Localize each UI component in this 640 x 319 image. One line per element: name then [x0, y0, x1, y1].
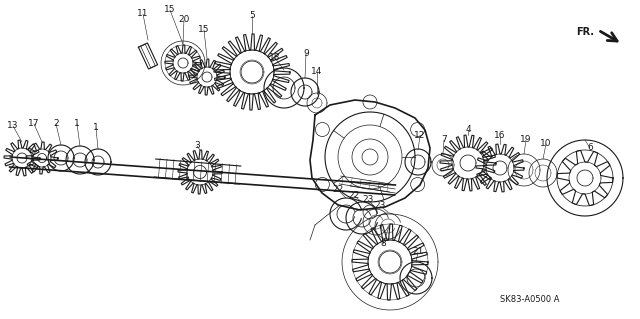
Text: FR.: FR. [576, 27, 594, 37]
Text: 23: 23 [362, 196, 374, 204]
Text: 11: 11 [137, 10, 148, 19]
Text: 12: 12 [414, 131, 426, 140]
Text: 22: 22 [348, 191, 360, 201]
Text: 8: 8 [380, 240, 386, 249]
Text: 7: 7 [441, 136, 447, 145]
Text: 1: 1 [93, 123, 99, 132]
Text: 16: 16 [494, 131, 506, 140]
Text: 3: 3 [194, 142, 200, 151]
Text: 20: 20 [179, 16, 189, 25]
Text: 15: 15 [164, 5, 176, 14]
Text: 19: 19 [520, 136, 532, 145]
Text: 13: 13 [7, 122, 19, 130]
Text: 22: 22 [332, 186, 344, 195]
Text: 15: 15 [198, 26, 210, 34]
Text: 1: 1 [74, 120, 80, 129]
Text: 10: 10 [540, 139, 552, 149]
Text: 5: 5 [249, 11, 255, 20]
Text: 2: 2 [53, 120, 59, 129]
Text: 9: 9 [303, 49, 309, 58]
Text: 6: 6 [587, 144, 593, 152]
Text: 4: 4 [465, 125, 471, 135]
Text: 14: 14 [311, 68, 323, 77]
Text: 23: 23 [374, 202, 386, 211]
Text: SK83-A0500 A: SK83-A0500 A [500, 295, 560, 304]
Text: 17: 17 [28, 120, 40, 129]
Text: 18: 18 [269, 54, 281, 63]
Text: 21: 21 [412, 248, 424, 256]
